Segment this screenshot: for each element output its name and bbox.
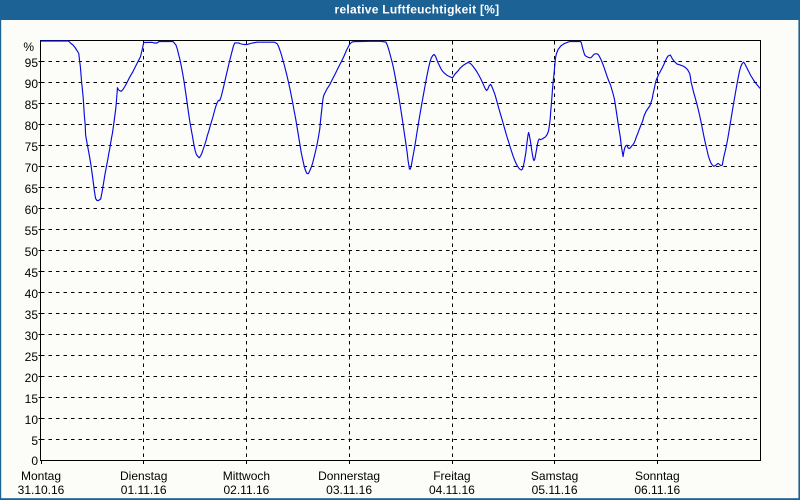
svg-text:75: 75: [25, 140, 39, 154]
svg-text:80: 80: [25, 119, 39, 133]
svg-text:35: 35: [25, 308, 39, 322]
svg-text:5: 5: [31, 434, 38, 448]
svg-text:85: 85: [25, 98, 39, 112]
svg-text:31.10.16: 31.10.16: [18, 483, 65, 497]
svg-text:95: 95: [25, 56, 39, 70]
svg-text:Mittwoch: Mittwoch: [223, 469, 270, 483]
svg-text:15: 15: [25, 392, 39, 406]
svg-text:60: 60: [25, 203, 39, 217]
svg-text:06.11.16: 06.11.16: [634, 483, 680, 497]
svg-text:20: 20: [25, 371, 39, 385]
svg-text:90: 90: [25, 77, 39, 91]
svg-text:40: 40: [25, 287, 39, 301]
svg-text:relative Luftfeuchtigkeit [%]: relative Luftfeuchtigkeit [%]: [335, 3, 500, 17]
svg-text:0: 0: [31, 454, 38, 468]
svg-text:04.11.16: 04.11.16: [429, 483, 475, 497]
svg-text:Donnerstag: Donnerstag: [318, 469, 380, 483]
svg-text:70: 70: [25, 161, 39, 175]
svg-text:10: 10: [25, 413, 39, 427]
svg-text:Samstag: Samstag: [531, 469, 578, 483]
svg-text:02.11.16: 02.11.16: [223, 483, 269, 497]
svg-text:55: 55: [25, 224, 39, 238]
svg-text:50: 50: [25, 245, 39, 259]
svg-text:%: %: [23, 40, 34, 54]
svg-text:01.11.16: 01.11.16: [121, 483, 167, 497]
svg-text:05.11.16: 05.11.16: [532, 483, 578, 497]
svg-text:65: 65: [25, 182, 39, 196]
svg-text:45: 45: [25, 266, 39, 280]
svg-text:Montag: Montag: [21, 469, 61, 483]
svg-text:Dienstag: Dienstag: [120, 469, 167, 483]
svg-text:03.11.16: 03.11.16: [326, 483, 372, 497]
svg-text:30: 30: [25, 329, 39, 343]
svg-text:25: 25: [25, 350, 39, 364]
svg-text:Freitag: Freitag: [433, 469, 470, 483]
svg-text:Sonntag: Sonntag: [635, 469, 680, 483]
